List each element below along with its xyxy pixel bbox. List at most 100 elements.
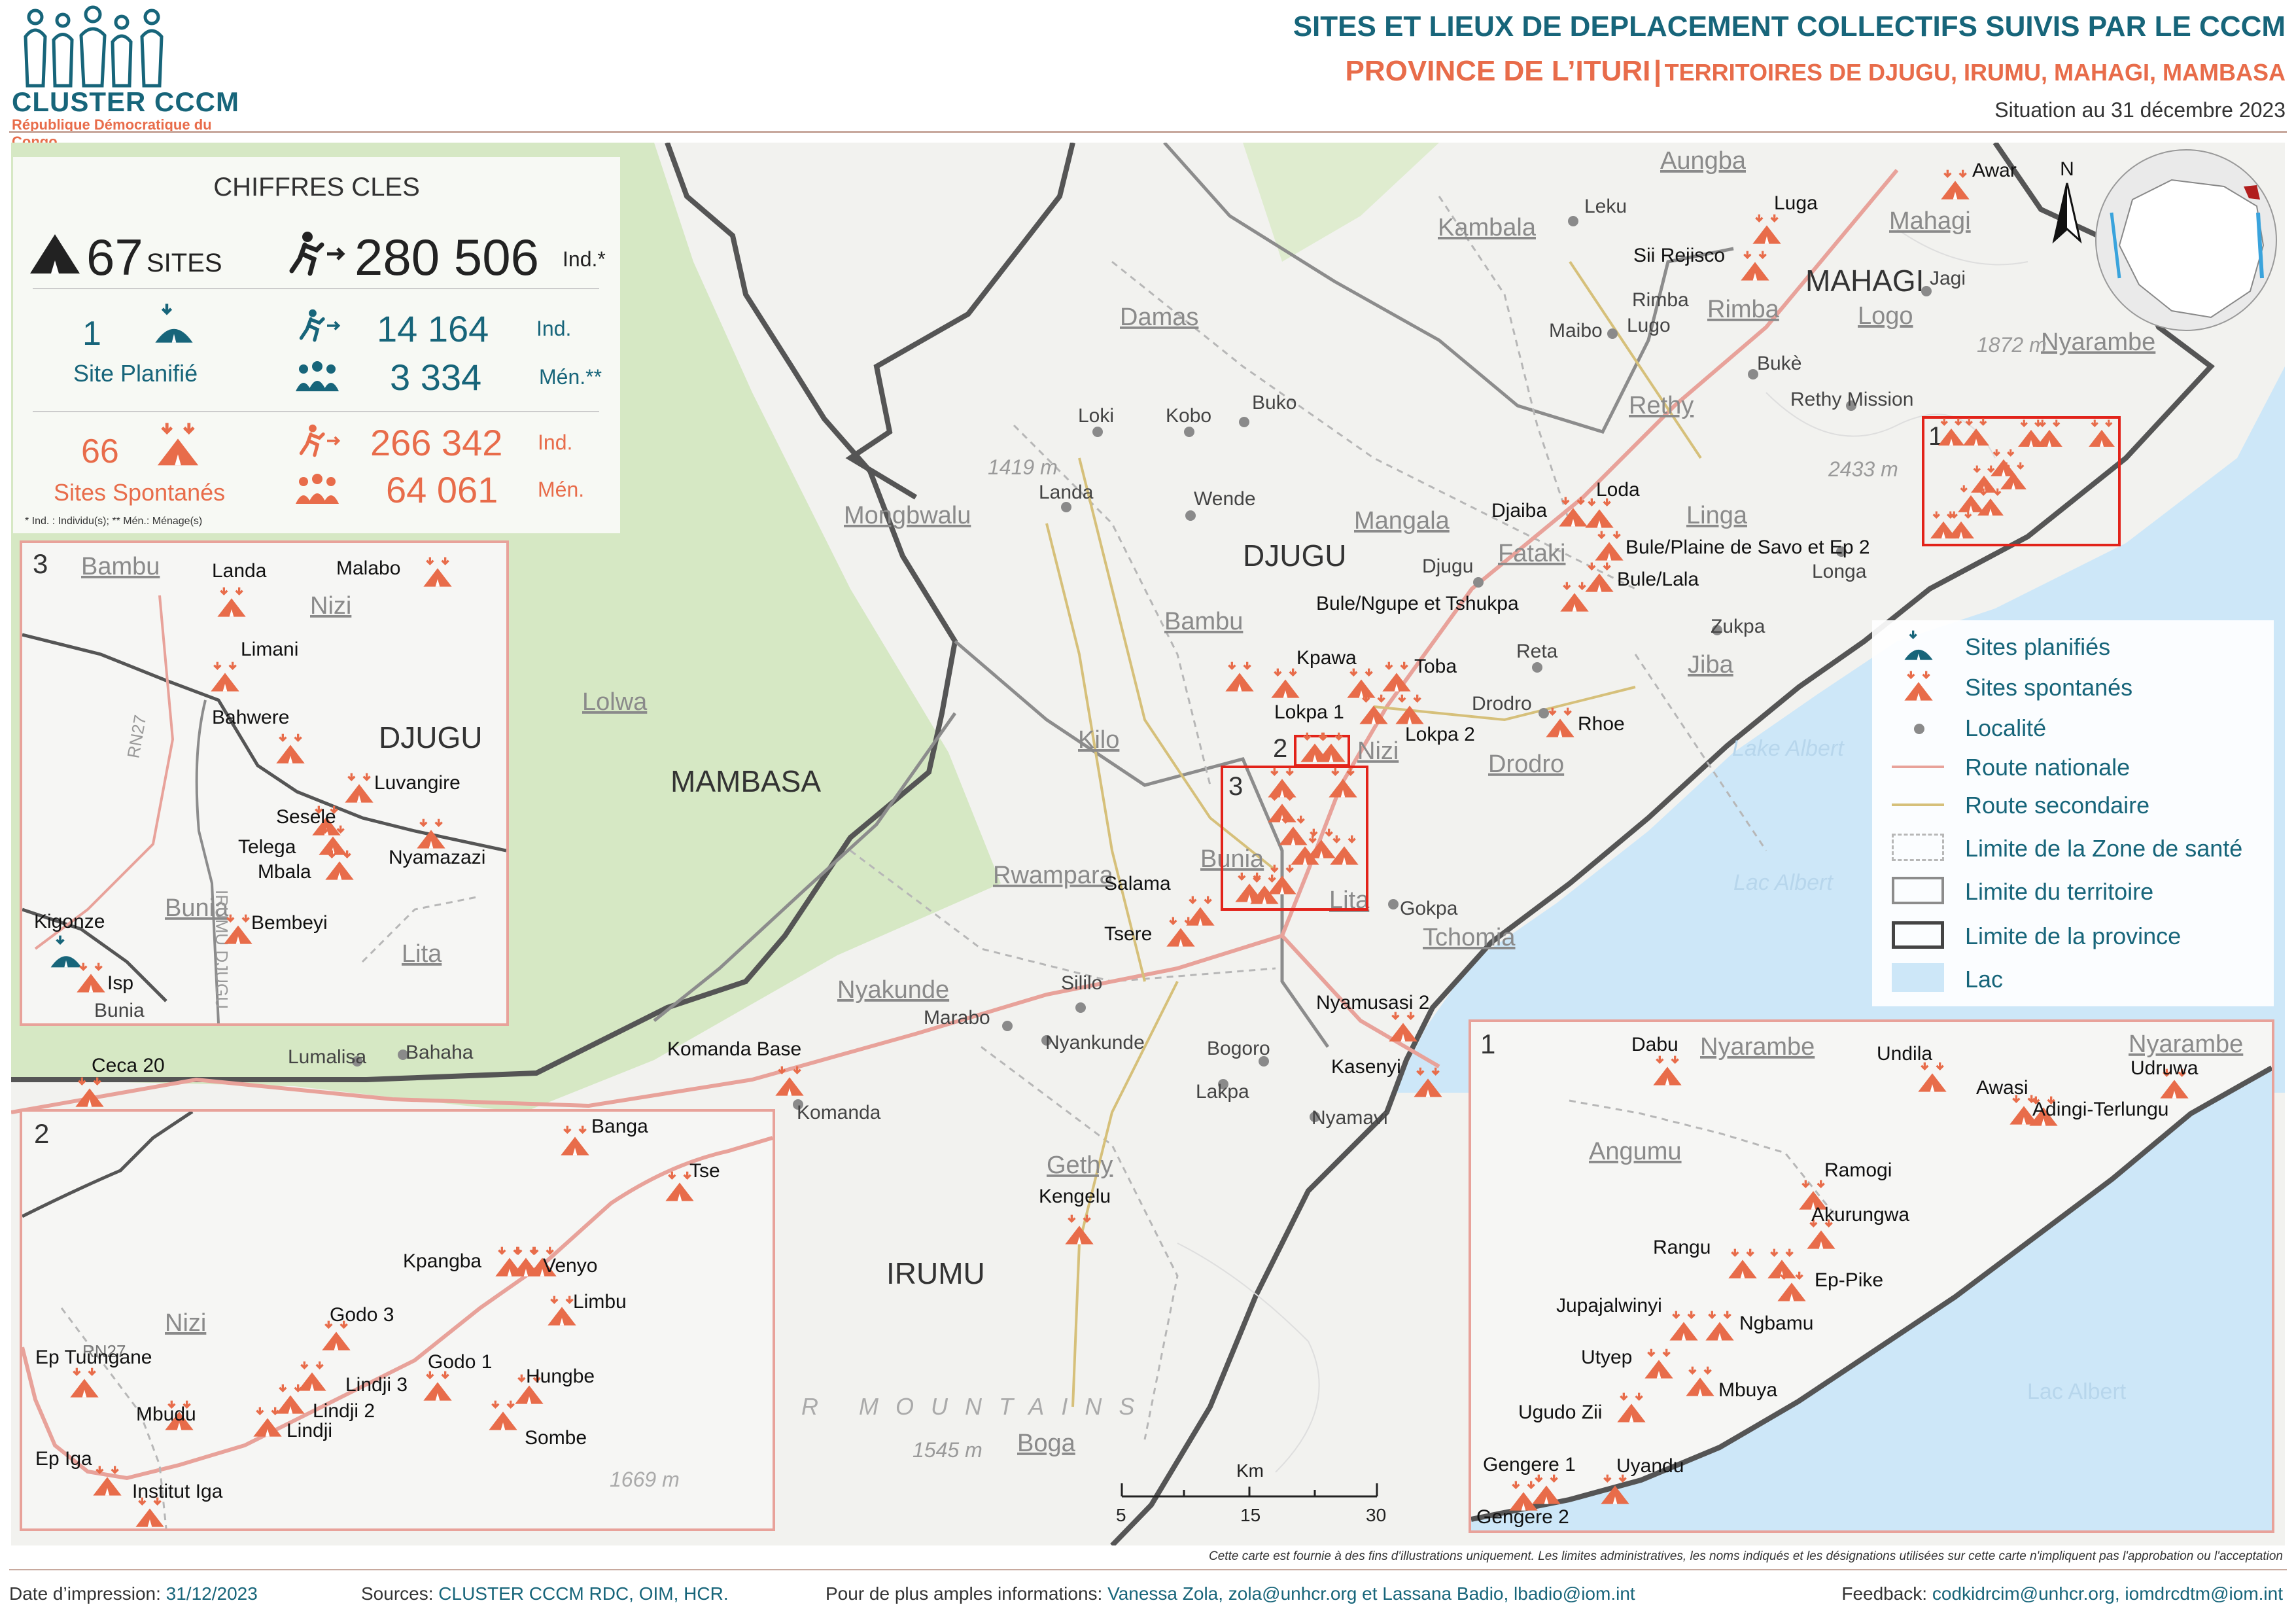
inset1-site-awasi[interactable]: Awasi bbox=[1976, 1077, 2040, 1126]
inset3-site-bahwere[interactable]: Bahwere bbox=[212, 707, 306, 765]
inset1-site-gengere-2[interactable]: Gengere 2 bbox=[1476, 1480, 1569, 1528]
footer-feedback: Feedback: codkidrcim@unhcr.org, iomdrcdt… bbox=[1841, 1583, 2283, 1604]
footer-feedback-value[interactable]: codkidrcim@unhcr.org, iomdrcdtm@iom.int bbox=[1932, 1583, 2283, 1604]
inset1-site-jupajalwinyi[interactable]: Jupajalwinyi bbox=[1556, 1295, 1699, 1342]
site-kasenyi[interactable]: Kasenyi bbox=[1331, 1056, 1444, 1099]
site-toba[interactable]: Toba bbox=[1381, 656, 1457, 693]
legend-locality: Localité bbox=[1965, 715, 2047, 741]
inset1-site-ugudo-zii[interactable]: Ugudo Zii bbox=[1518, 1392, 1647, 1424]
legend-zone: Limite de la Zone de santé bbox=[1965, 835, 2243, 862]
svg-text:Godo 1: Godo 1 bbox=[428, 1351, 492, 1373]
site-lokpa-1[interactable]: Lokpa 1 bbox=[1274, 694, 1389, 726]
health-zone-boundaries bbox=[850, 196, 1767, 1440]
inset1-site-gengere-1[interactable]: Gengere 1 bbox=[1483, 1454, 1576, 1506]
legend-spontaneous: Sites spontanés bbox=[1965, 674, 2133, 701]
camp-icon bbox=[30, 234, 80, 274]
site-awar[interactable]: Awar bbox=[1939, 160, 2017, 201]
inset2-site-banga[interactable]: Banga bbox=[559, 1116, 648, 1157]
inset2-site-mbudu[interactable]: Mbudu bbox=[136, 1400, 196, 1432]
inset1-site-ngbamu[interactable]: Ngbamu bbox=[1704, 1310, 1813, 1342]
loc-buke: Bukè bbox=[1757, 353, 1801, 374]
inset2-site-sombe[interactable]: Sombe bbox=[487, 1400, 587, 1449]
inset1-site-ep-pike[interactable]: Ep-Pike bbox=[1776, 1269, 1883, 1303]
inset2-site-ep-tuungane[interactable]: Ep Tuungane bbox=[35, 1347, 152, 1399]
inset2-site-godo-3[interactable]: Godo 3 bbox=[321, 1304, 394, 1352]
site-lokpa-2[interactable]: Lokpa 2 bbox=[1394, 694, 1475, 745]
inset2-site-lindji[interactable]: Lindji bbox=[252, 1406, 332, 1441]
zone-kilo: Kilo bbox=[1078, 726, 1119, 754]
site-sii-rejisco[interactable]: Sii Rejisco bbox=[1633, 245, 1771, 282]
site-salama[interactable]: Salama bbox=[1104, 873, 1216, 927]
inset2-site-institut-iga[interactable]: Institut Iga bbox=[132, 1481, 223, 1528]
inset2-site-hungbe[interactable]: Hungbe bbox=[513, 1366, 595, 1405]
inset3-site-landa[interactable]: Landa bbox=[212, 560, 267, 618]
inset3-site-luvangire[interactable]: Luvangire bbox=[343, 772, 461, 804]
site-bule-plaine[interactable]: Bule/Plaine de Savo et Ep 2 bbox=[1593, 530, 1870, 562]
inset1-site-adingi[interactable]: Adingi-Terlungu bbox=[2028, 1095, 2168, 1127]
inset1-site-rangu[interactable]: Rangu bbox=[1653, 1237, 1798, 1280]
inset1-site-mbuya[interactable]: Mbuya bbox=[1684, 1366, 1777, 1401]
inset1-site-udruwa[interactable]: Udruwa bbox=[2131, 1057, 2199, 1100]
inset1-site-undila[interactable]: Undila bbox=[1877, 1043, 1948, 1093]
inset1-site-akurungwa[interactable]: Akurungwa bbox=[1805, 1204, 1909, 1250]
site-luga[interactable]: Luga bbox=[1751, 192, 1818, 245]
inset2-site-ep-iga[interactable]: Ep Iga bbox=[35, 1448, 123, 1497]
header-divider bbox=[9, 131, 2287, 133]
svg-text:Mbuya: Mbuya bbox=[1718, 1379, 1777, 1401]
scale-bar: Km 5 15 30 bbox=[1112, 1460, 1400, 1532]
inset2-site-lindji-3[interactable]: Lindji 3 bbox=[296, 1360, 408, 1396]
loc-bogoro: Bogoro bbox=[1207, 1038, 1270, 1059]
inset2-site-lindji-2[interactable]: Lindji 2 bbox=[275, 1383, 375, 1422]
inset3-site-mbala[interactable]: Mbala bbox=[258, 849, 355, 883]
site-rhoe[interactable]: Rhoe bbox=[1544, 707, 1625, 739]
inset2-site-limbu[interactable]: Limbu bbox=[546, 1291, 627, 1327]
site-bule-lala[interactable]: Bule/Lala bbox=[1584, 561, 1699, 593]
site-loda[interactable]: Loda bbox=[1584, 479, 1640, 529]
svg-text:Lindji: Lindji bbox=[287, 1420, 332, 1441]
inset3-site-telega[interactable]: Telega bbox=[238, 824, 349, 858]
inset2-site-venyo[interactable]: Venyo bbox=[527, 1246, 597, 1278]
inset3-site-isp[interactable]: Isp bbox=[75, 962, 133, 994]
inset1-site-ramogi[interactable]: Ramogi bbox=[1798, 1159, 1892, 1211]
inset3-site-sesele[interactable]: Sesele bbox=[276, 805, 342, 837]
title-separator: | bbox=[1653, 55, 1662, 87]
inset1-site-dabu[interactable]: Dabu bbox=[1631, 1034, 1683, 1087]
zone-bunia: Bunia bbox=[1200, 845, 1264, 873]
loc-rimba: Rimba bbox=[1632, 289, 1689, 311]
legend-territory: Limite du territoire bbox=[1965, 878, 2154, 905]
inset1-site-uyandu[interactable]: Uyandu bbox=[1599, 1455, 1684, 1506]
svg-text:Dabu: Dabu bbox=[1631, 1034, 1679, 1055]
inset3-site-malabo[interactable]: Malabo bbox=[336, 556, 453, 588]
inset3-site-nyamazazi[interactable]: Nyamazazi bbox=[389, 818, 485, 868]
inset2-site-godo-1[interactable]: Godo 1 bbox=[422, 1351, 492, 1402]
inset3-zone-nizi: Nizi bbox=[310, 592, 351, 620]
legend-zone-box bbox=[1892, 834, 1944, 861]
svg-text:Utyep: Utyep bbox=[1581, 1347, 1632, 1368]
site-kpawa[interactable]: Kpawa bbox=[1270, 647, 1357, 699]
site-tsere[interactable]: Tsere bbox=[1104, 916, 1196, 948]
territory-boundary-2 bbox=[954, 640, 1330, 1048]
site-bule-ngupe[interactable]: Bule/Ngupe et Tshukpa bbox=[1316, 581, 1590, 614]
inset2-site-kpangba[interactable]: Kpangba bbox=[403, 1246, 542, 1278]
inset3-site-bembeyi[interactable]: Bembeyi bbox=[222, 912, 328, 945]
svg-text:Telega: Telega bbox=[238, 836, 296, 858]
inset3-site-kigonze[interactable]: Kigonze bbox=[34, 911, 105, 969]
site-kengelu[interactable]: Kengelu bbox=[1039, 1186, 1111, 1246]
svg-text:Lindji 3: Lindji 3 bbox=[345, 1374, 408, 1396]
zone-bambu: Bambu bbox=[1164, 608, 1243, 635]
inset1-site-utyep[interactable]: Utyep bbox=[1581, 1347, 1675, 1380]
zone-boga: Boga bbox=[1017, 1430, 1076, 1457]
site-djaiba[interactable]: Djaiba bbox=[1491, 496, 1589, 528]
inset3-site-limani[interactable]: Limani bbox=[209, 639, 298, 693]
site-ceca-20[interactable]: Ceca 20 bbox=[74, 1055, 165, 1108]
legend-planned: Sites planifiés bbox=[1965, 633, 2111, 660]
svg-text:Venyo: Venyo bbox=[543, 1255, 597, 1277]
legend-secondary-line bbox=[1892, 803, 1944, 806]
site-nyamusasi-2[interactable]: Nyamusasi 2 bbox=[1316, 992, 1429, 1043]
inset2-site-tse[interactable]: Tse bbox=[664, 1160, 720, 1203]
svg-text:Limbu: Limbu bbox=[573, 1291, 627, 1313]
map-subtitle: PROVINCE DE L’ITURI | TERRITOIRES DE DJU… bbox=[1345, 55, 2286, 88]
loc-jagi: Jagi bbox=[1930, 268, 1966, 289]
footer-info-value[interactable]: Vanessa Zola, zola@unhcr.org et Lassana … bbox=[1107, 1583, 1635, 1604]
site-komanda-base[interactable]: Komanda Base bbox=[667, 1038, 805, 1097]
